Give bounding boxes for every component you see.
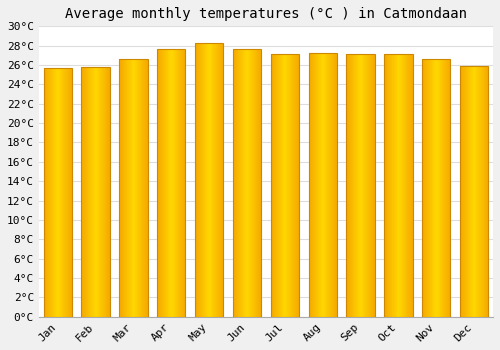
- Bar: [422, 59, 450, 317]
- Bar: [346, 54, 375, 317]
- Bar: [384, 54, 412, 317]
- Bar: [157, 49, 186, 317]
- Bar: [119, 59, 148, 317]
- Bar: [233, 49, 261, 317]
- Bar: [195, 43, 224, 317]
- Bar: [82, 67, 110, 317]
- Bar: [44, 68, 72, 317]
- Bar: [308, 54, 337, 317]
- Bar: [460, 66, 488, 317]
- Bar: [270, 54, 299, 317]
- Title: Average monthly temperatures (°C ) in Catmondaan: Average monthly temperatures (°C ) in Ca…: [65, 7, 467, 21]
